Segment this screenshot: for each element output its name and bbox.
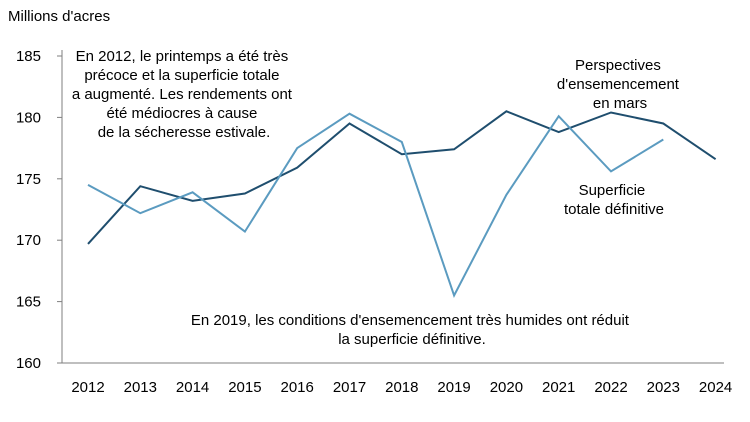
y-tick-label: 170 <box>16 232 41 249</box>
axes <box>61 50 724 364</box>
legend-perspectives-line-3: en mars <box>593 95 647 112</box>
annotation-2012-line-1: En 2012, le printemps a été très <box>76 48 289 65</box>
x-tick-label: 2022 <box>594 379 627 396</box>
y-axis-label: Millions d'acres <box>8 8 110 25</box>
x-tick-label: 2023 <box>647 379 680 396</box>
x-tick-label: 2012 <box>71 379 104 396</box>
y-tick-label: 185 <box>16 48 41 65</box>
annotation-2012: En 2012, le printemps a été très précoce… <box>72 48 296 141</box>
x-tick-label: 2024 <box>699 379 732 396</box>
legend-perspectives-line-2: d'ensemencement <box>557 76 680 93</box>
annotation-2012-line-2: précoce et la superficie totale <box>84 67 279 84</box>
series-line-perspectives <box>87 110 717 245</box>
annotation-2019: En 2019, les conditions d'ensemencement … <box>191 312 633 348</box>
annotation-2012-line-3: a augmenté. Les rendements ont <box>72 86 293 103</box>
x-tick-label: 2015 <box>228 379 261 396</box>
y-tick-label: 180 <box>16 109 41 126</box>
legend-label-superficie: Superficie totale définitive <box>564 182 664 218</box>
x-tick-label: 2013 <box>124 379 157 396</box>
annotation-2019-line-1: En 2019, les conditions d'ensemencement … <box>191 312 630 329</box>
x-tick-label: 2014 <box>176 379 209 396</box>
y-tick-labels: 160 165 170 175 180 185 <box>16 48 62 372</box>
legend-perspectives-line-1: Perspectives <box>575 57 661 74</box>
x-tick-label: 2020 <box>490 379 523 396</box>
x-tick-label: 2019 <box>437 379 470 396</box>
y-tick-label: 160 <box>16 355 41 372</box>
series-line-superficie <box>87 112 664 299</box>
x-tick-label: 2021 <box>542 379 575 396</box>
x-tick-label: 2016 <box>281 379 314 396</box>
annotation-2012-line-5: de la sécheresse estivale. <box>98 124 271 141</box>
legend-superficie-line-1: Superficie <box>579 182 646 199</box>
y-tick-label: 175 <box>16 171 41 188</box>
x-tick-label: 2018 <box>385 379 418 396</box>
legend-label-perspectives: Perspectives d'ensemencement en mars <box>557 57 683 112</box>
annotation-2012-line-4: été médiocres à cause <box>106 105 257 122</box>
series-lines <box>87 110 717 299</box>
y-tick-label: 165 <box>16 294 41 311</box>
legend-superficie-line-2: totale définitive <box>564 201 664 218</box>
x-tick-label: 2017 <box>333 379 366 396</box>
x-tick-labels: 2012 2013 2014 2015 2016 2017 2018 2019 2020 2021… <box>71 379 732 396</box>
annotation-2019-line-2: la superficie définitive. <box>338 331 486 348</box>
